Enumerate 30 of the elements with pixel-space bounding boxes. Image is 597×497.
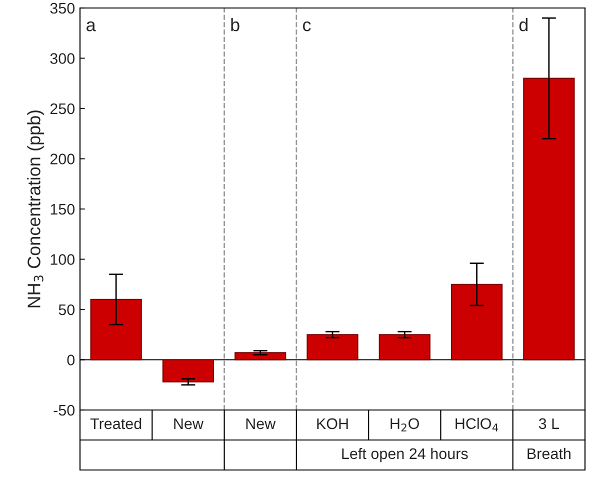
y-tick-label: 350 bbox=[50, 2, 75, 14]
x-tick-label: H$_{2}$O bbox=[390, 418, 419, 432]
annotation: a bbox=[86, 21, 96, 32]
text: Left open 24 hours bbox=[342, 448, 468, 462]
bar bbox=[234, 352, 286, 360]
bar bbox=[90, 298, 142, 360]
y-tick-label: 150 bbox=[50, 204, 75, 215]
y-tick-label: 50 bbox=[58, 304, 75, 316]
x-tick-label: 3 L bbox=[538, 418, 560, 430]
y-tick-label: 0 bbox=[67, 354, 75, 366]
bar bbox=[450, 284, 503, 360]
x-tick-label: KOH bbox=[317, 418, 348, 430]
y-tick-label: 200 bbox=[50, 154, 75, 164]
text: Breath bbox=[528, 448, 570, 460]
y-tick-label: 100 bbox=[50, 254, 75, 265]
x-tick-label: HClO$_{4}$ bbox=[456, 418, 498, 432]
x-tick-label: New bbox=[174, 418, 204, 430]
y-tick-label: 300 bbox=[50, 53, 75, 64]
bar bbox=[162, 359, 214, 382]
x-tick-label: New bbox=[246, 418, 276, 430]
x-tick-label: Treated bbox=[90, 418, 142, 430]
y-tick-label: -50 bbox=[54, 404, 75, 416]
annotation: c bbox=[302, 21, 311, 32]
bar bbox=[306, 334, 358, 360]
bar bbox=[378, 334, 430, 360]
y-axis-title: NH$_{3}$ Concentration (ppb) bbox=[27, 110, 44, 308]
annotation: d bbox=[519, 18, 528, 32]
y-tick-label: 250 bbox=[50, 103, 75, 114]
annotation: b bbox=[231, 18, 240, 32]
bar bbox=[523, 78, 575, 360]
